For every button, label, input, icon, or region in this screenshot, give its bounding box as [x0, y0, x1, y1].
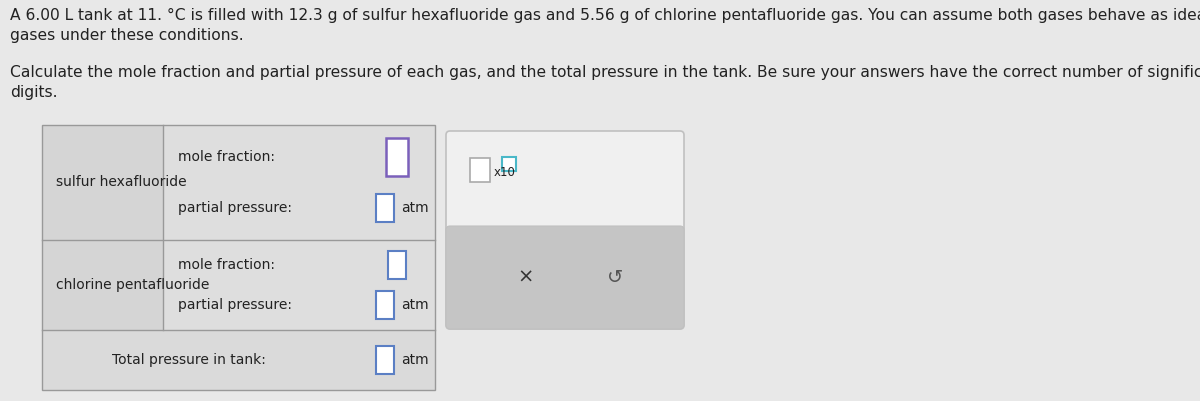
- Bar: [42, 125, 436, 390]
- Text: partial pressure:: partial pressure:: [178, 201, 292, 215]
- Text: ×: ×: [517, 268, 534, 287]
- Text: chlorine pentafluoride: chlorine pentafluoride: [56, 278, 209, 292]
- Text: Total pressure in tank:: Total pressure in tank:: [112, 353, 266, 367]
- Bar: [376, 194, 394, 222]
- Text: A 6.00 L tank at 11. °C is filled with 12.3 g of sulfur hexafluoride gas and 5.5: A 6.00 L tank at 11. °C is filled with 1…: [10, 8, 1200, 43]
- Text: x10: x10: [494, 166, 516, 178]
- Bar: [163, 125, 436, 240]
- Bar: [42, 240, 163, 330]
- Bar: [42, 330, 436, 390]
- Bar: [42, 125, 163, 240]
- Bar: [163, 240, 436, 330]
- Text: mole fraction:: mole fraction:: [178, 150, 275, 164]
- Text: partial pressure:: partial pressure:: [178, 298, 292, 312]
- Text: sulfur hexafluoride: sulfur hexafluoride: [56, 176, 187, 190]
- Text: atm: atm: [401, 353, 428, 367]
- Bar: [376, 346, 394, 374]
- Text: ↺: ↺: [607, 268, 624, 287]
- Bar: [376, 291, 394, 319]
- FancyBboxPatch shape: [446, 131, 684, 329]
- Bar: [386, 138, 408, 176]
- Text: atm: atm: [401, 201, 428, 215]
- Bar: [502, 157, 516, 171]
- Text: mole fraction:: mole fraction:: [178, 258, 275, 272]
- Text: Calculate the mole fraction and partial pressure of each gas, and the total pres: Calculate the mole fraction and partial …: [10, 65, 1200, 100]
- Bar: [388, 251, 406, 279]
- FancyBboxPatch shape: [446, 226, 684, 329]
- Bar: [470, 158, 490, 182]
- Text: atm: atm: [401, 298, 428, 312]
